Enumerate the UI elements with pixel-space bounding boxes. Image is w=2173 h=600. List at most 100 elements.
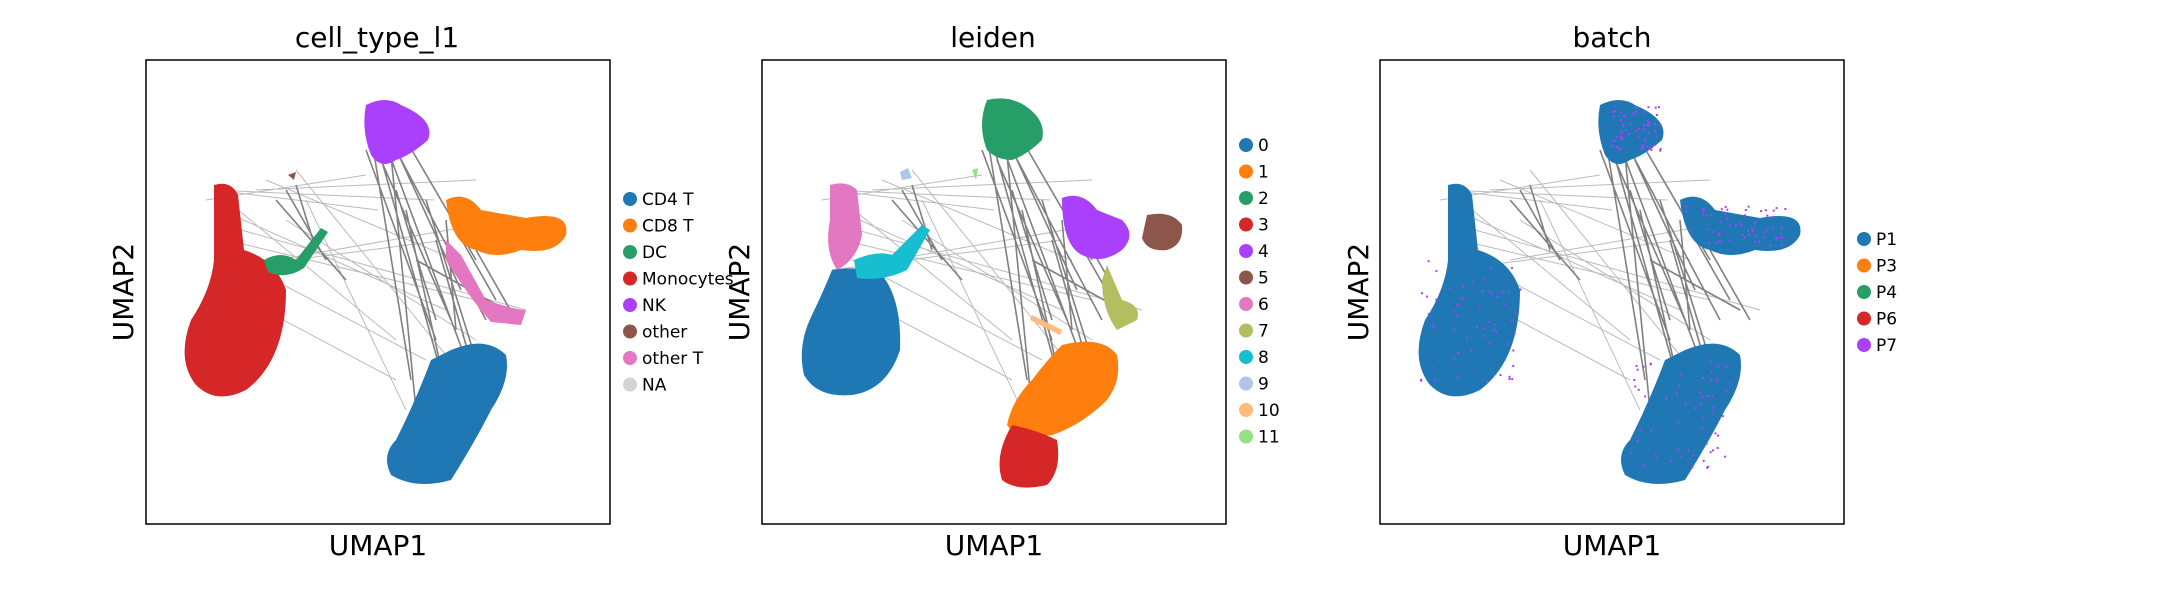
p7-cell: [1654, 143, 1657, 146]
p7-cell: [1508, 375, 1511, 378]
batch-p1-blob-right: [1680, 196, 1801, 255]
p7-cell: [1702, 416, 1705, 419]
cluster-8-blob: [854, 225, 930, 279]
panel-1-plot-area: [184, 100, 567, 484]
legend-label: other: [642, 323, 687, 343]
p7-cell: [1642, 464, 1645, 467]
p7-cell: [1630, 451, 1633, 454]
p7-cell: [1685, 205, 1688, 208]
p7-cell: [1701, 426, 1704, 429]
p7-cell: [1435, 270, 1438, 273]
p7-cell: [1646, 124, 1649, 126]
p7-cell: [1496, 295, 1499, 298]
p7-cell: [1754, 240, 1757, 243]
legend-marker: [1239, 323, 1253, 338]
p7-cell: [1433, 379, 1436, 382]
panel-1-frame: [145, 59, 611, 525]
legend-label: 9: [1258, 375, 1269, 395]
p7-cell: [1716, 364, 1719, 367]
p7-cell: [1766, 214, 1769, 217]
legend-label: P1: [1876, 230, 1897, 250]
p7-cell: [1689, 229, 1692, 232]
p7-cell: [1747, 205, 1750, 208]
p7-cell: [1772, 227, 1775, 230]
p7-cell: [1457, 303, 1460, 306]
p7-cell: [1743, 214, 1746, 217]
p7-cell: [1420, 378, 1423, 381]
p7-cell: [1740, 224, 1743, 227]
panel-2-ylabel: UMAP2: [723, 243, 756, 342]
legend-marker: [623, 377, 637, 392]
p7-cell: [1519, 288, 1522, 291]
p7-cell: [1492, 329, 1495, 332]
p7-cell: [1620, 130, 1623, 133]
p7-cell: [1456, 315, 1459, 318]
cluster-4-blob: [1062, 195, 1130, 259]
p7-cell: [1706, 395, 1709, 397]
legend-label: CD8 T: [642, 217, 694, 237]
p7-cell: [1457, 352, 1460, 354]
panel-2-title: leiden: [950, 21, 1036, 54]
p7-cell: [1619, 111, 1622, 113]
p7-cell: [1488, 290, 1491, 293]
p7-cell: [1508, 290, 1511, 293]
p7-cell: [1611, 111, 1614, 114]
p7-cell: [1634, 385, 1637, 388]
p7-cell: [1642, 365, 1645, 368]
legend-label: NA: [642, 376, 667, 396]
legend-marker: [1239, 376, 1253, 391]
p7-cell: [1655, 114, 1658, 116]
p7-cell: [1766, 228, 1769, 231]
p7-cell: [1634, 113, 1637, 116]
p7-cell: [1427, 312, 1430, 315]
legend-label: 0: [1258, 136, 1269, 156]
p7-cell: [1712, 449, 1714, 452]
p7-cell: [1621, 123, 1624, 126]
p7-cell: [1721, 415, 1724, 418]
p7-cell: [1481, 290, 1484, 293]
p7-cell: [1678, 384, 1681, 387]
panel-3-title: batch: [1572, 21, 1651, 54]
p7-cell: [1710, 371, 1713, 374]
p7-cell: [1700, 402, 1702, 405]
p7-cell: [1634, 130, 1637, 133]
batch-p1-blob-top: [1598, 100, 1664, 164]
legend-label: 11: [1258, 428, 1280, 448]
p7-cell: [1719, 221, 1722, 224]
legend-label: 3: [1258, 216, 1269, 236]
p7-cell: [1654, 454, 1657, 457]
p7-cell: [1702, 377, 1704, 379]
p7-cell: [1748, 233, 1751, 236]
p7-cell: [1624, 115, 1627, 118]
p7-cell: [1665, 397, 1668, 400]
p7-cell: [1453, 310, 1456, 313]
p7-cell: [1508, 378, 1511, 380]
legend-marker: [623, 324, 637, 339]
p7-cell: [1644, 395, 1647, 398]
p7-cell: [1728, 224, 1731, 227]
p7-cell: [1780, 244, 1783, 246]
p7-cell: [1679, 455, 1682, 458]
batch-p1-blob-bottom: [1621, 343, 1741, 484]
p7-cell: [1488, 320, 1491, 323]
panel-3-legend: P1 P3 P4 P6 P7: [1857, 230, 1897, 356]
p7-cell: [1751, 230, 1754, 233]
p7-cell: [1611, 145, 1613, 148]
cluster-nk-blob: [364, 100, 430, 164]
p7-cell: [1425, 295, 1428, 298]
p7-cell: [1729, 382, 1732, 385]
legend-marker: [1239, 270, 1253, 285]
p7-cell: [1637, 388, 1640, 391]
legend-label: P3: [1876, 257, 1897, 277]
legend-marker: [1239, 297, 1253, 311]
p7-cell: [1718, 232, 1721, 235]
p7-cell: [1641, 144, 1644, 147]
p7-cell: [1724, 205, 1727, 208]
p7-cell: [1743, 236, 1746, 239]
legend-marker: [1239, 191, 1253, 205]
p7-cell: [1699, 391, 1702, 394]
p7-cell: [1717, 434, 1719, 437]
cluster-11-blob: [972, 168, 978, 180]
legend-marker: [1239, 244, 1253, 258]
p7-cell: [1646, 145, 1649, 148]
